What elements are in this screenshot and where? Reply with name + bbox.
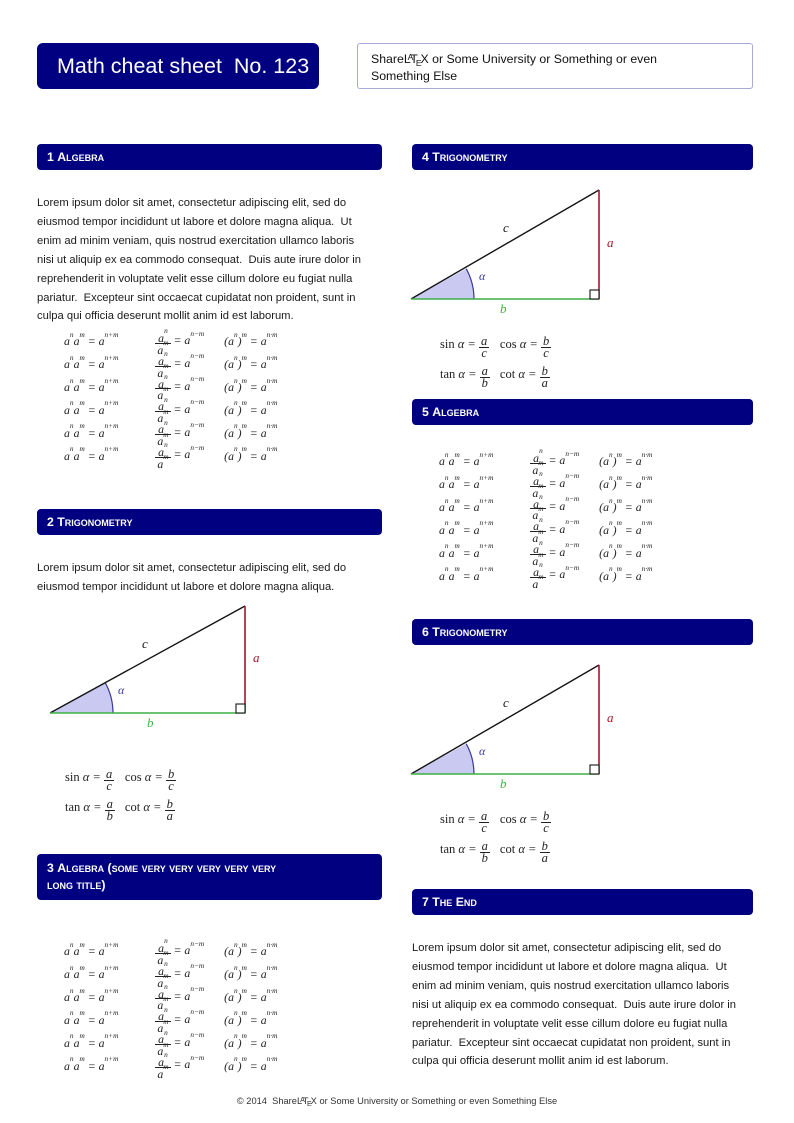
svg-text:c: c: [503, 695, 509, 710]
svg-text:a: a: [607, 710, 614, 725]
svg-text:b: b: [500, 776, 507, 791]
svg-text:α: α: [479, 744, 486, 758]
